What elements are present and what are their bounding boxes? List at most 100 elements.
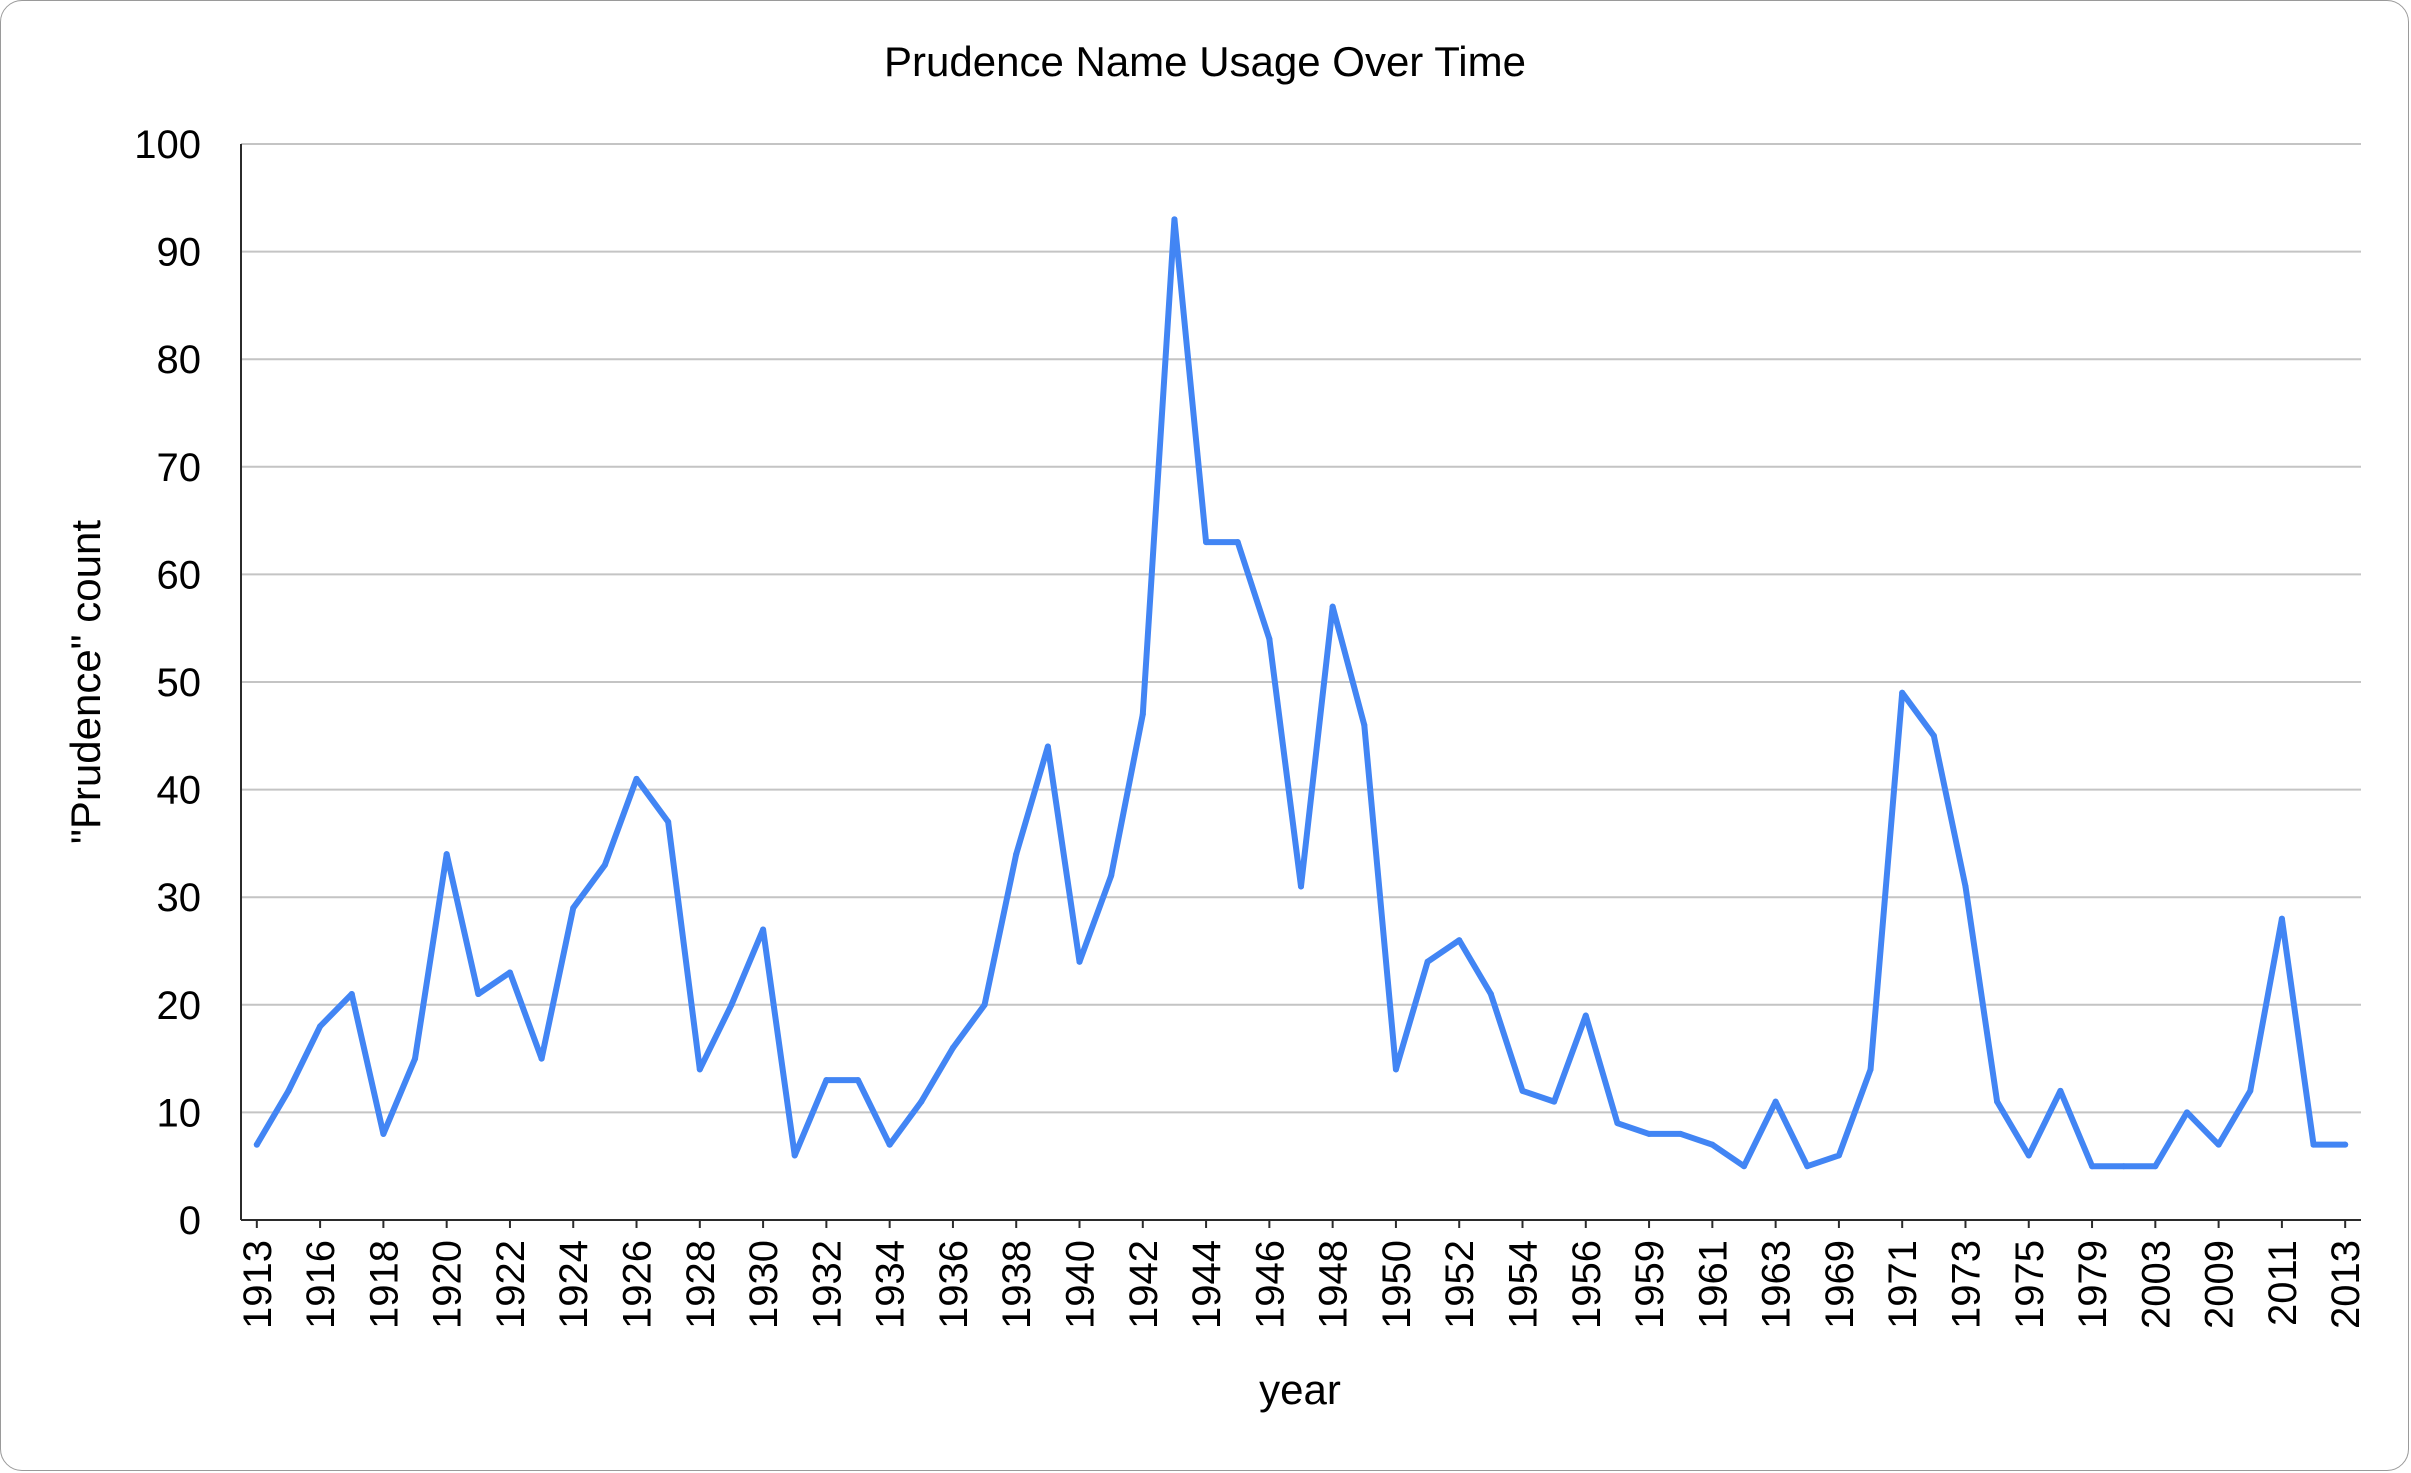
x-tick-label: 1973 <box>1944 1240 1988 1329</box>
data-point <box>317 1023 324 1030</box>
data-point <box>506 969 513 976</box>
data-point <box>1614 1120 1621 1127</box>
data-point <box>443 851 450 858</box>
data-point <box>348 991 355 998</box>
data-point <box>1646 1130 1653 1137</box>
data-point <box>1519 1087 1526 1094</box>
data-point <box>1203 539 1210 546</box>
x-tick-label: 1924 <box>552 1240 596 1329</box>
x-tick-label: 1936 <box>932 1240 976 1329</box>
x-tick-label: 1952 <box>1438 1240 1482 1329</box>
data-point <box>412 1055 419 1062</box>
x-tick-label: 2011 <box>2261 1240 2305 1326</box>
data-point <box>1930 732 1937 739</box>
x-tick-label: 1932 <box>805 1240 849 1329</box>
y-tick-label: 40 <box>157 769 202 813</box>
x-tick-label: 1963 <box>1755 1240 1799 1329</box>
data-point <box>1392 1066 1399 1073</box>
data-point <box>1740 1163 1747 1170</box>
x-tick-label: 2003 <box>2134 1240 2178 1329</box>
y-tick-label: 0 <box>179 1199 201 1243</box>
data-point <box>1329 603 1336 610</box>
x-tick-label: 1946 <box>1248 1240 1292 1329</box>
data-point <box>1298 883 1304 890</box>
data-point <box>633 775 640 782</box>
series-layer <box>253 216 2349 1170</box>
data-point <box>2247 1087 2254 1094</box>
x-tick-label: 1971 <box>1881 1240 1925 1329</box>
data-point <box>538 1055 545 1062</box>
y-axis-label: "Prudence" count <box>62 520 109 844</box>
series-line <box>253 216 2349 1170</box>
data-point <box>380 1130 387 1137</box>
data-point <box>1582 1012 1589 1019</box>
x-tick-label: 1926 <box>616 1240 660 1329</box>
x-tick-label: 1961 <box>1691 1240 1735 1329</box>
x-axis-label: year <box>1259 1366 1341 1413</box>
x-tick-label: 2013 <box>2324 1240 2368 1329</box>
data-point <box>2278 915 2285 922</box>
data-point <box>285 1087 292 1094</box>
data-point <box>2152 1163 2159 1170</box>
data-point <box>1361 722 1368 729</box>
x-tick-label: 1916 <box>299 1240 343 1329</box>
data-point <box>2342 1141 2349 1148</box>
data-point <box>1867 1066 1874 1073</box>
y-tick-label: 70 <box>157 446 202 490</box>
y-tick-label: 30 <box>157 876 202 920</box>
x-tick-label: 1934 <box>869 1240 913 1329</box>
data-point <box>2183 1109 2190 1116</box>
y-tick-label: 90 <box>157 231 202 275</box>
data-point <box>1266 635 1273 642</box>
data-point <box>696 1066 703 1073</box>
x-tick-label: 1922 <box>489 1240 533 1329</box>
data-point <box>823 1077 830 1084</box>
data-point <box>1076 958 1083 965</box>
data-point <box>1487 991 1494 998</box>
data-point <box>1835 1152 1842 1159</box>
x-tick-label: 1930 <box>742 1240 786 1329</box>
data-point <box>1772 1098 1779 1105</box>
data-point <box>1899 689 1906 696</box>
x-tick-label: 1954 <box>1501 1240 1545 1329</box>
data-point <box>728 1001 735 1008</box>
x-axis-ticks: 1913 1916 1918 1920 1922 1924 1926 1928 1930 1932… <box>236 1220 2368 1329</box>
data-point <box>1709 1141 1716 1148</box>
x-tick-label: 1956 <box>1565 1240 1609 1329</box>
data-point <box>1013 851 1020 858</box>
data-point <box>2057 1087 2064 1094</box>
x-tick-label: 1979 <box>2071 1240 2115 1329</box>
data-point <box>1994 1098 2001 1105</box>
data-point <box>1108 872 1115 879</box>
x-tick-label: 1959 <box>1628 1240 1672 1329</box>
data-point <box>2120 1163 2127 1170</box>
data-point <box>1171 216 1178 223</box>
y-tick-label: 20 <box>157 984 202 1028</box>
data-point <box>475 991 482 998</box>
y-tick-label: 100 <box>134 123 201 167</box>
x-tick-label: 1938 <box>995 1240 1039 1329</box>
chart-title: Prudence Name Usage Over Time <box>884 38 1526 85</box>
x-tick-label: 1918 <box>362 1240 406 1329</box>
data-point <box>918 1098 925 1105</box>
data-point <box>791 1152 798 1159</box>
x-tick-label: 1913 <box>236 1240 280 1329</box>
data-point <box>1551 1098 1558 1105</box>
y-tick-label: 60 <box>157 553 202 597</box>
data-point <box>2215 1141 2222 1148</box>
data-point <box>2025 1152 2032 1159</box>
data-point <box>2089 1163 2096 1170</box>
gridlines <box>241 143 2361 1114</box>
data-point <box>570 904 577 911</box>
data-point <box>760 926 767 933</box>
x-tick-label: 1948 <box>1312 1240 1356 1329</box>
y-axis-ticks: 0 10 20 30 40 50 60 70 80 90 100 <box>134 123 201 1243</box>
data-point <box>1139 711 1146 718</box>
x-tick-label: 1920 <box>426 1240 470 1329</box>
data-point <box>1044 743 1051 750</box>
x-tick-label: 1975 <box>2008 1240 2052 1329</box>
y-tick-label: 80 <box>157 338 202 382</box>
data-point <box>1962 883 1969 890</box>
